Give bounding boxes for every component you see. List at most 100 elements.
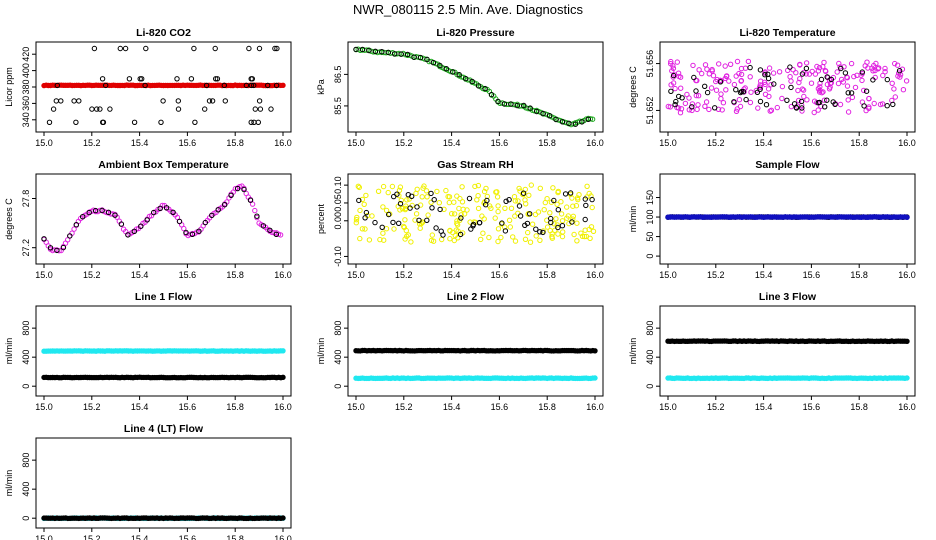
data-point — [464, 207, 470, 213]
data-point — [457, 231, 464, 238]
data-point — [379, 224, 385, 231]
x-tick-label: 15.6 — [803, 270, 821, 280]
series-sample — [668, 64, 903, 111]
x-tick-label: 15.8 — [538, 402, 556, 412]
data-point — [553, 116, 559, 123]
data-point — [268, 106, 274, 112]
data-point — [796, 97, 802, 104]
data-point — [86, 209, 92, 216]
data-point — [571, 231, 577, 238]
data-point — [668, 82, 674, 88]
y-tick-label: 0 — [21, 516, 31, 521]
data-point — [884, 76, 890, 83]
data-point — [362, 226, 368, 232]
x-tick-label: 15.2 — [707, 402, 725, 412]
data-point — [181, 225, 187, 232]
data-point — [838, 65, 844, 72]
data-point — [870, 68, 876, 74]
data-point — [117, 45, 124, 52]
data-point — [762, 81, 768, 88]
data-point — [151, 209, 157, 216]
data-point — [369, 213, 375, 219]
data-point — [564, 204, 570, 210]
data-point — [189, 231, 196, 238]
data-point — [570, 216, 576, 222]
data-point — [585, 116, 591, 123]
data-point — [92, 207, 99, 214]
data-point — [359, 46, 366, 53]
x-tick-label: 15.6 — [179, 270, 197, 280]
data-point — [99, 207, 105, 214]
data-point — [738, 65, 745, 72]
data-point — [131, 228, 138, 235]
data-point — [391, 193, 397, 200]
data-point — [803, 60, 810, 66]
data-point — [247, 197, 254, 203]
data-point — [494, 189, 500, 195]
data-point — [142, 82, 148, 89]
data-point — [757, 98, 764, 105]
data-point — [41, 236, 47, 242]
data-point — [456, 205, 462, 212]
panel-title: Line 1 Flow — [135, 291, 193, 303]
x-tick-label: 15.6 — [803, 402, 821, 412]
data-point — [814, 63, 820, 70]
data-point — [679, 95, 685, 101]
data-point — [733, 73, 739, 79]
y-tick-label: 400 — [21, 482, 31, 497]
data-point — [413, 211, 420, 217]
data-point — [126, 76, 133, 82]
data-point — [251, 82, 257, 89]
data-point — [248, 119, 254, 126]
x-tick-label: 15.4 — [755, 138, 773, 148]
data-point — [460, 206, 466, 213]
data-point — [702, 83, 708, 90]
data-point — [570, 213, 576, 220]
data-point — [389, 183, 396, 190]
data-point — [822, 68, 829, 74]
data-point — [806, 71, 813, 77]
data-point — [524, 220, 531, 227]
data-point — [754, 89, 761, 96]
data-point — [428, 190, 434, 197]
data-point — [797, 76, 803, 82]
data-point — [592, 375, 598, 381]
data-point — [870, 77, 876, 83]
data-point — [844, 83, 851, 89]
x-tick-label: 15.2 — [707, 138, 725, 148]
data-point — [506, 217, 513, 224]
data-point — [222, 202, 228, 208]
data-point — [799, 108, 805, 114]
data-point — [670, 65, 677, 72]
y-axis-label: Licor ppm — [4, 67, 14, 107]
data-point — [677, 110, 684, 116]
data-point — [845, 90, 851, 96]
data-point — [401, 223, 407, 230]
data-point — [73, 119, 79, 126]
series-sample — [41, 185, 279, 254]
data-point — [265, 82, 271, 89]
data-point — [765, 86, 772, 92]
data-point — [584, 183, 590, 190]
data-point — [359, 226, 366, 232]
data-point — [586, 226, 592, 233]
data-point — [170, 209, 176, 216]
x-tick-label: 15.2 — [395, 138, 413, 148]
data-point — [417, 54, 424, 61]
data-point — [478, 236, 484, 243]
data-point — [747, 74, 753, 80]
data-point — [495, 238, 501, 245]
data-point — [54, 82, 60, 89]
data-point — [706, 106, 712, 113]
data-point — [424, 194, 430, 200]
y-axis-label: degrees C — [628, 66, 638, 108]
data-point — [824, 74, 830, 80]
data-point — [797, 62, 803, 68]
data-point — [67, 233, 73, 239]
data-point — [454, 220, 460, 227]
data-point — [848, 90, 855, 96]
data-point — [495, 98, 501, 105]
data-point — [403, 203, 409, 209]
x-tick-label: 15.4 — [131, 138, 149, 148]
data-point — [516, 203, 523, 209]
